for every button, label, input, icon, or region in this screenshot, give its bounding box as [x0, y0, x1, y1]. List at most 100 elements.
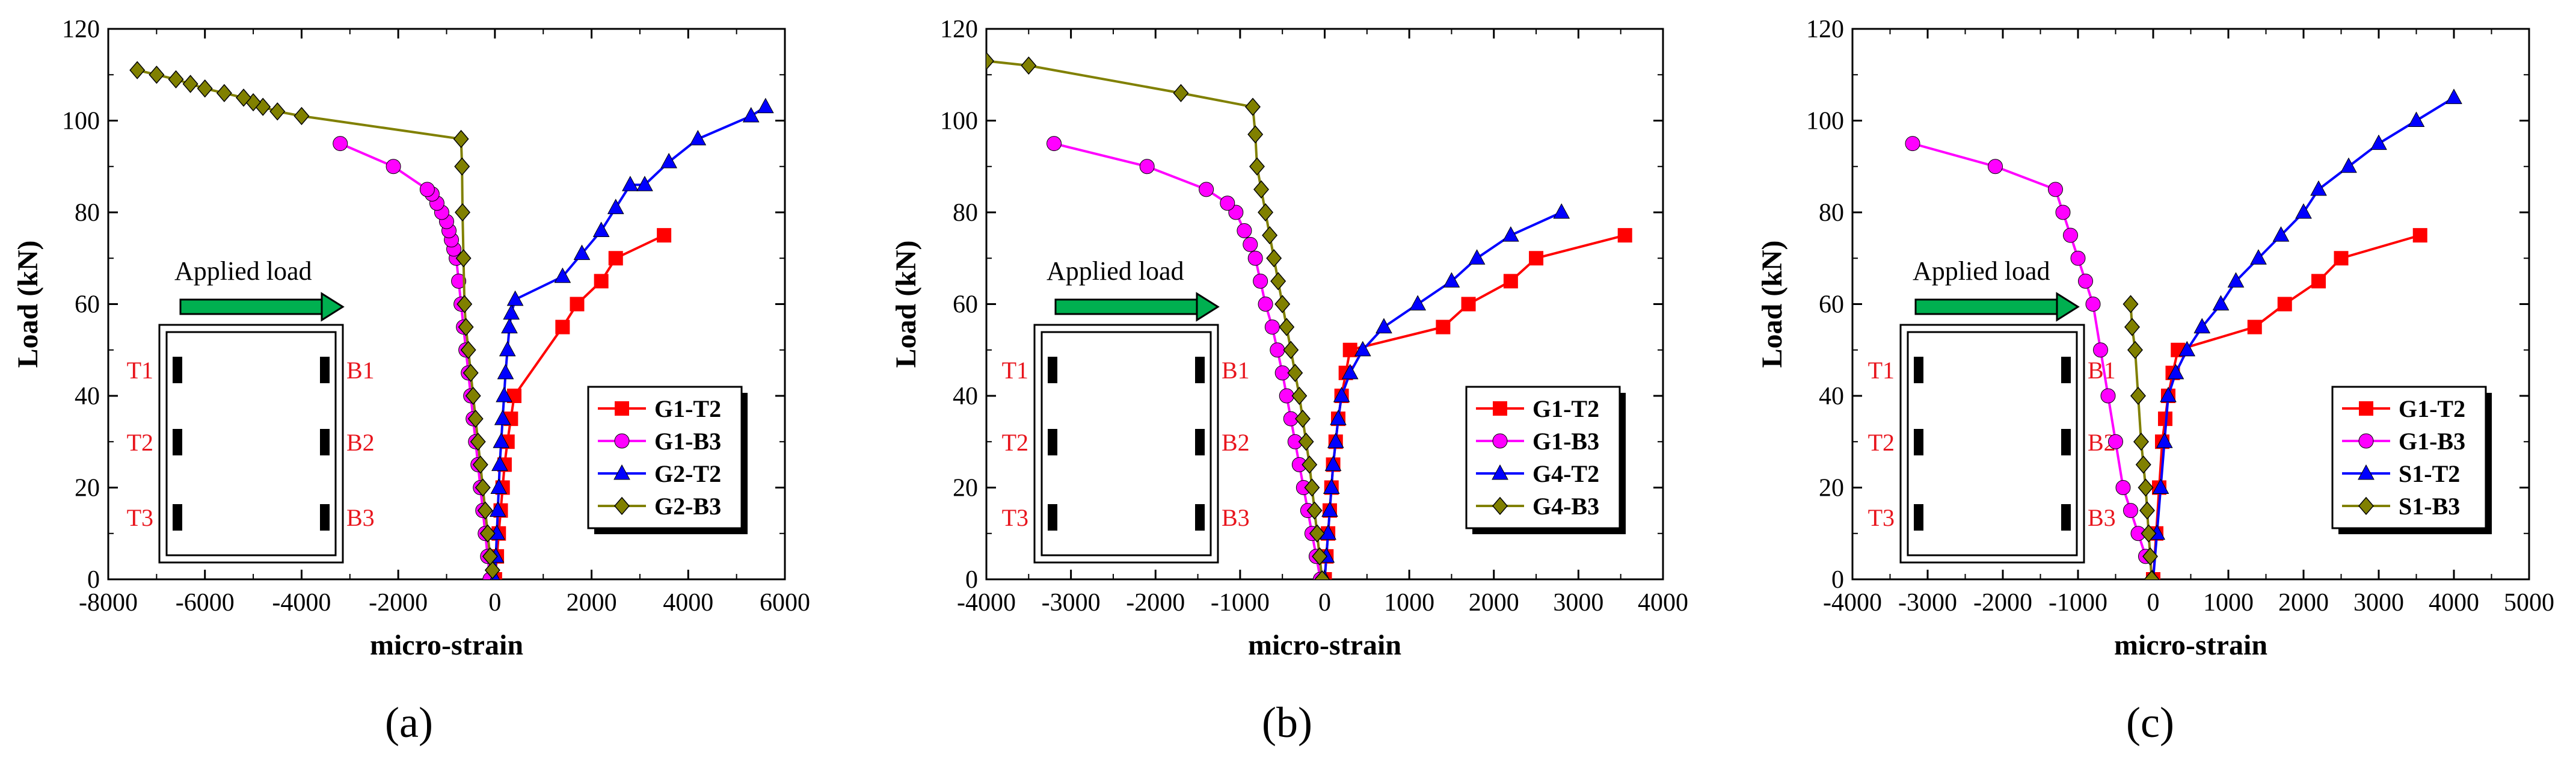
data-point-G1-T2 — [595, 274, 608, 288]
strain-gauge-right — [1195, 504, 1205, 531]
data-point-G1-T2 — [1344, 344, 1357, 357]
data-point-G1-T2 — [657, 229, 671, 242]
y-tick-label: 80 — [1819, 199, 1844, 227]
gauge-label-left: T2 — [1868, 429, 1895, 456]
data-point-G1-T2 — [570, 298, 583, 311]
data-point-G4-B3 — [979, 52, 994, 69]
load-arrow-shaft — [1916, 300, 2057, 314]
data-point-G4-T2 — [1376, 319, 1392, 333]
data-point-G2-T2 — [500, 342, 515, 356]
y-axis-title: Load (kN) — [12, 240, 44, 368]
panel-label: (b) — [1262, 698, 1312, 747]
data-point-S1-T2 — [2409, 112, 2424, 127]
data-point-G1-T2 — [2335, 251, 2348, 265]
data-point-G2-T2 — [502, 319, 517, 333]
data-point-G1-B3 — [1265, 320, 1279, 334]
x-tick-label: 0 — [488, 589, 501, 617]
legend-marker — [1493, 402, 1507, 415]
data-point-G1-B3 — [2101, 389, 2115, 403]
figure: 0 20 40 60 80 100 120 -8000 -6000 -4000 -2000 0 2000… — [0, 0, 2576, 758]
gauge-label-left: T3 — [127, 504, 153, 531]
data-point-G1-B3 — [386, 159, 401, 174]
y-tick-label: 120 — [1806, 16, 1844, 43]
data-point-G2-T2 — [743, 108, 759, 122]
y-tick-label: 100 — [62, 108, 100, 135]
x-tick-label: 4000 — [663, 589, 713, 617]
data-point-G1-B3 — [2056, 205, 2070, 220]
strain-gauge-right — [1195, 357, 1205, 383]
data-point-G1-B3 — [1258, 297, 1273, 312]
strain-gauge-left — [173, 504, 182, 531]
data-point-G4-T2 — [1554, 204, 1569, 218]
data-point-G2-B3 — [217, 85, 232, 102]
data-point-G2-B3 — [130, 62, 144, 79]
data-point-G1-B3 — [2079, 274, 2093, 288]
data-point-G4-B3 — [1262, 227, 1277, 244]
gauge-label-left: T1 — [1002, 357, 1028, 384]
x-tick-label: 4000 — [1638, 589, 1688, 617]
data-point-G4-B3 — [1279, 319, 1294, 336]
y-axis-title: Load (kN) — [1756, 240, 1788, 368]
x-tick-label: 1000 — [2203, 589, 2254, 617]
data-point-G2-T2 — [498, 365, 514, 379]
panel-label: (c) — [2126, 698, 2174, 747]
x-tick-label: 2000 — [2278, 589, 2329, 617]
strain-gauge-left — [173, 429, 182, 455]
data-point-S1-T2 — [2341, 158, 2356, 173]
data-point-G1-B3 — [2109, 434, 2123, 449]
gauge-label-right: B3 — [1222, 504, 1250, 531]
data-point-G1-B3 — [2064, 228, 2078, 242]
y-tick-label: 80 — [75, 199, 100, 227]
chart-panel-1: 020406080100120-4000 -3000 -2000 -1000 0 1000… — [890, 16, 1688, 747]
y-axis-title: Load (kN) — [890, 240, 922, 368]
data-point-G4-B3 — [1283, 342, 1298, 359]
data-point-S1-T2 — [2371, 135, 2387, 150]
y-tick-label: 40 — [1819, 383, 1844, 410]
chart-panel-2: 020406080100120-4000 -3000 -2000 -1000 0 1000… — [1756, 16, 2554, 747]
data-point-G1-B3 — [1199, 182, 1214, 197]
data-point-S1-T2 — [2446, 89, 2462, 103]
data-point-G4-B3 — [1302, 456, 1317, 473]
legend-label: G1-B3 — [1532, 428, 1599, 455]
load-arrow-shaft — [1056, 300, 1197, 314]
data-point-G4-B3 — [1021, 57, 1036, 74]
x-tick-label: 2000 — [1469, 589, 1519, 617]
x-tick-label: -2000 — [1126, 589, 1185, 617]
specimen-inset: Applied load T1 B1 T2 B2 T3 B3 — [127, 256, 375, 562]
data-point-G1-B3 — [2116, 481, 2130, 495]
x-tick-label: -4000 — [1823, 589, 1882, 617]
figure-svg: 020406080100120-8000 -6000 -4000 -2000 0 2000… — [0, 0, 2576, 758]
panel-label: (a) — [385, 698, 433, 747]
strain-gauge-right — [2061, 504, 2071, 531]
strain-gauge-left — [1048, 504, 1057, 531]
specimen-inset: Applied load T1 B1 T2 B2 T3 B3 — [1868, 256, 2116, 562]
data-point-G2-T2 — [594, 223, 609, 237]
strain-gauge-left — [1048, 357, 1057, 383]
gauge-label-right: B2 — [1222, 429, 1250, 456]
data-point-G2-B3 — [149, 66, 164, 83]
gauge-label-right: B1 — [346, 357, 375, 384]
load-arrow-shaft — [180, 300, 322, 314]
strain-gauge-right — [320, 504, 330, 531]
load-arrow-head — [1197, 294, 1218, 320]
data-point-G1-B3 — [1220, 196, 1235, 211]
data-point-G2-T2 — [758, 99, 773, 113]
data-point-G1-B3 — [2049, 182, 2063, 197]
legend: G1-T2G1-B3G4-T2G4-B3 — [1466, 387, 1626, 534]
gauge-label-left: T3 — [1002, 504, 1028, 531]
gauge-label-left: T1 — [1868, 357, 1895, 384]
gauge-label-left: T2 — [1002, 429, 1028, 456]
y-tick-label: 20 — [953, 475, 978, 502]
gauge-label-right: B3 — [346, 504, 375, 531]
x-tick-label: -4000 — [272, 589, 331, 617]
x-tick-label: 1000 — [1384, 589, 1434, 617]
legend-label: G1-T2 — [1532, 395, 1599, 422]
data-point-G4-B3 — [1275, 296, 1290, 313]
y-tick-label: 40 — [953, 383, 978, 410]
x-tick-label: -1000 — [2049, 589, 2107, 617]
y-tick-label: 60 — [1819, 291, 1844, 319]
y-tick-label: 120 — [62, 16, 100, 43]
legend-label: G4-T2 — [1532, 460, 1599, 487]
data-point-G1-B3 — [1237, 224, 1252, 238]
y-tick-label: 20 — [1819, 475, 1844, 502]
